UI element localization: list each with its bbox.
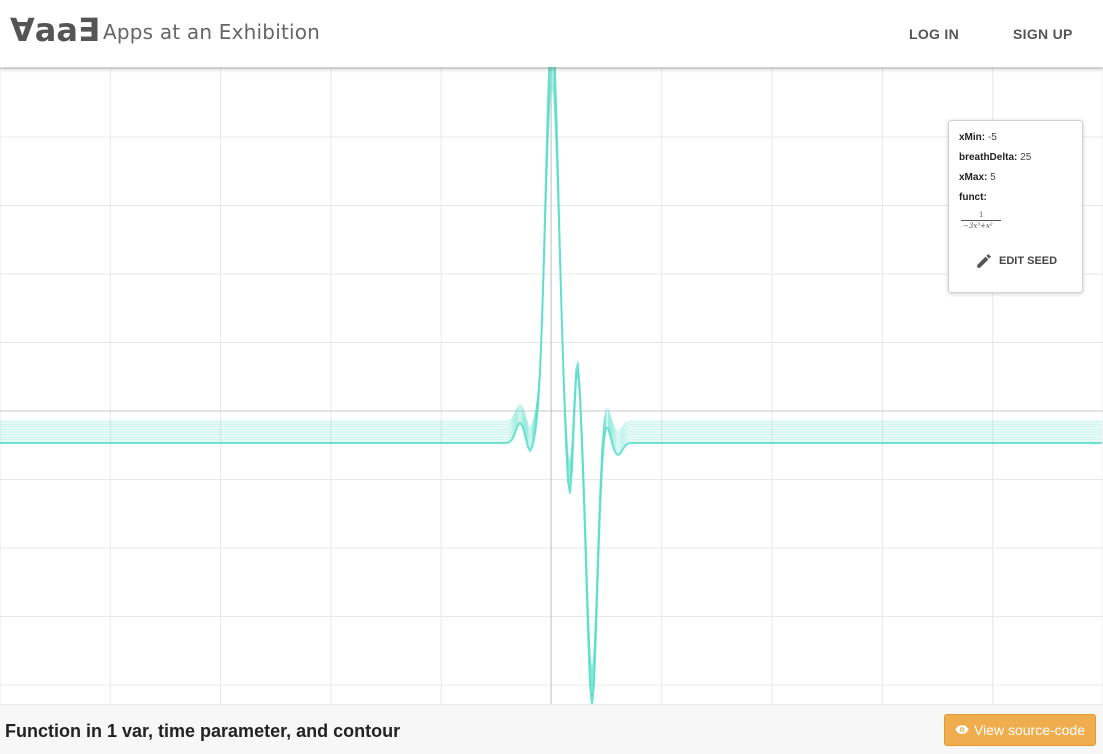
axes xyxy=(0,67,1103,704)
contour-curve xyxy=(0,81,1102,674)
funct-label: funct: xyxy=(959,192,987,203)
contour-curve xyxy=(0,67,1102,687)
app-title[interactable]: Apps at an Exhibition xyxy=(103,20,321,44)
contour-curve xyxy=(0,67,1102,698)
contour-curve xyxy=(0,68,1102,682)
footer-bar: Function in 1 var, time parameter, and c… xyxy=(0,704,1103,754)
login-button[interactable]: LOG IN xyxy=(909,26,960,42)
xmin-row: xMin: -5 xyxy=(959,132,997,143)
fraction-bar xyxy=(961,220,1001,221)
contour-curve xyxy=(0,67,1102,695)
breathdelta-label: breathDelta: xyxy=(959,152,1018,163)
xmax-value: 5 xyxy=(990,172,996,183)
breathdelta-value: 25 xyxy=(1020,152,1032,163)
signup-button[interactable]: SIGN UP xyxy=(1013,26,1073,42)
function-plot xyxy=(0,67,1103,704)
seed-panel: xMin: -5 breathDelta: 25 xMax: 5 funct: … xyxy=(948,120,1083,293)
contour-curve xyxy=(0,67,1102,685)
contour-curve xyxy=(0,86,1102,672)
plot-canvas[interactable] xyxy=(0,67,1103,704)
xmin-label: xMin: xyxy=(959,132,986,143)
xmax-label: xMax: xyxy=(959,172,988,183)
contour-curve xyxy=(0,67,1102,703)
contour-curve xyxy=(0,67,1102,704)
contour-curve xyxy=(0,67,1102,700)
edit-seed-label: EDIT SEED xyxy=(999,255,1058,267)
view-source-button[interactable]: View source-code xyxy=(944,714,1096,746)
app-bar: ∀aa∃ Apps at an Exhibition LOG IN SIGN U… xyxy=(0,0,1103,67)
view-source-label: View source-code xyxy=(973,722,1086,738)
pencil-icon xyxy=(977,254,991,268)
curve-contours xyxy=(0,67,1102,704)
funct-formula: 1 −3x³+x² xyxy=(961,211,1003,235)
xmax-row: xMax: 5 xyxy=(959,172,996,183)
formula-denominator: −3x³+x² xyxy=(963,222,993,230)
app-description: Function in 1 var, time parameter, and c… xyxy=(5,721,401,741)
contour-curve xyxy=(0,77,1102,677)
xmin-value: -5 xyxy=(987,132,997,143)
funct-row: funct: xyxy=(959,192,987,203)
breathdelta-row: breathDelta: 25 xyxy=(959,152,1031,163)
logo[interactable]: ∀aa∃ xyxy=(10,11,100,49)
contour-curve xyxy=(0,72,1102,679)
formula-numerator: 1 xyxy=(979,211,984,219)
contour-curve xyxy=(0,67,1102,692)
edit-seed-button[interactable]: EDIT SEED xyxy=(975,251,1057,271)
eye-icon xyxy=(955,723,969,738)
contour-curve xyxy=(0,67,1102,690)
